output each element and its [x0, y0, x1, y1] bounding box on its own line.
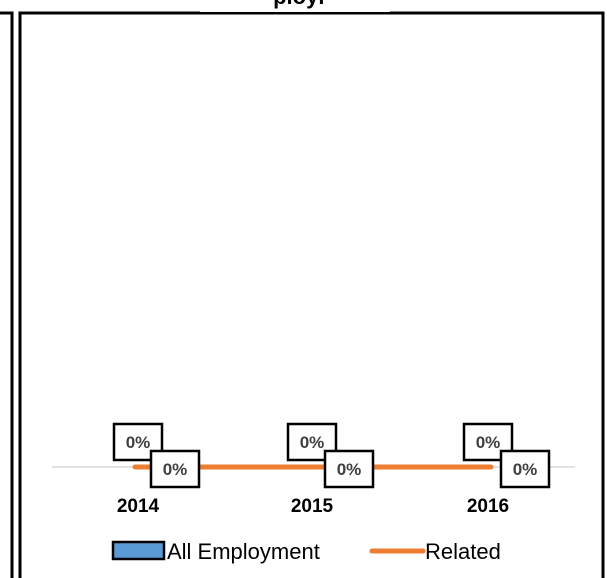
line-label-2014-box	[149, 449, 201, 489]
x-tick-labels: 2014 2015 2016	[117, 496, 509, 517]
line-label-2015-text: 0%	[337, 460, 362, 479]
legend-swatch-all-employment	[111, 540, 166, 561]
chart-frame	[18, 11, 605, 578]
x-tick-2014: 2014	[117, 496, 160, 517]
line-label-2015: 0%	[323, 449, 375, 489]
line-label-2016-box	[499, 449, 551, 489]
line-label-2014-text: 0%	[163, 460, 188, 479]
legend-label-related: Related	[425, 539, 501, 564]
line-label-2016-text: 0%	[513, 460, 538, 479]
chart-title-fragment: ployr	[273, 0, 327, 9]
bar-label-2016-text: 0%	[476, 433, 501, 452]
line-label-2014: 0%	[149, 449, 201, 489]
bar-label-2016: 0%	[462, 422, 514, 462]
data-labels: 0% 0% 0% 0% 0% 0%	[112, 422, 551, 489]
bar-label-2015-text: 0%	[300, 433, 325, 452]
legend: All Employment Related	[111, 539, 501, 564]
line-label-2015-box	[323, 449, 375, 489]
left-panel-frame	[0, 11, 14, 578]
bar-label-2014-text: 0%	[126, 433, 151, 452]
x-tick-2015: 2015	[291, 496, 334, 517]
legend-label-all-employment: All Employment	[167, 539, 320, 564]
x-tick-2016: 2016	[467, 496, 509, 517]
line-label-2016: 0%	[499, 449, 551, 489]
